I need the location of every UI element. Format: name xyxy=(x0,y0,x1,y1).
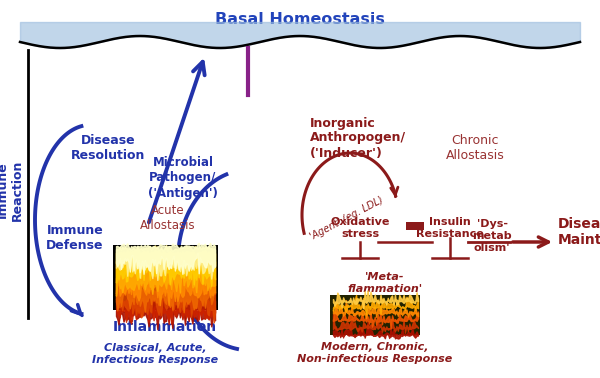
Text: Modern, Chronic,
Non-infectious Response: Modern, Chronic, Non-infectious Response xyxy=(298,342,452,364)
Text: 'Meta-
flammation': 'Meta- flammation' xyxy=(347,272,422,294)
Text: 'Dys-
metab
olism': 'Dys- metab olism' xyxy=(472,219,512,253)
Text: Disease
Resolution: Disease Resolution xyxy=(71,134,145,162)
Text: Microbial
Pathogen/
('Antigen'): Microbial Pathogen/ ('Antigen') xyxy=(148,156,218,200)
Text: Immune
Reaction: Immune Reaction xyxy=(0,159,24,221)
FancyBboxPatch shape xyxy=(330,295,420,335)
Bar xyxy=(406,222,424,230)
Text: Insulin
Resistance: Insulin Resistance xyxy=(416,217,484,239)
Text: Chronic
Allostasis: Chronic Allostasis xyxy=(446,134,505,162)
Text: Classical, Acute,
Infectious Response: Classical, Acute, Infectious Response xyxy=(92,343,218,365)
Text: Oxidative
stress: Oxidative stress xyxy=(331,217,389,239)
Text: Immune
Defense: Immune Defense xyxy=(46,224,104,252)
Text: Inorganic
Anthropogen/
('Inducer'): Inorganic Anthropogen/ ('Inducer') xyxy=(310,116,406,160)
Text: Inflammation: Inflammation xyxy=(113,320,217,334)
Text: Basal Homeostasis: Basal Homeostasis xyxy=(215,12,385,27)
Text: 'Agent' (eg. LDL): 'Agent' (eg. LDL) xyxy=(308,194,385,242)
Text: Disease
Maintenance: Disease Maintenance xyxy=(558,217,600,247)
FancyBboxPatch shape xyxy=(113,245,218,310)
Text: Acute
Allostasis: Acute Allostasis xyxy=(140,204,196,232)
